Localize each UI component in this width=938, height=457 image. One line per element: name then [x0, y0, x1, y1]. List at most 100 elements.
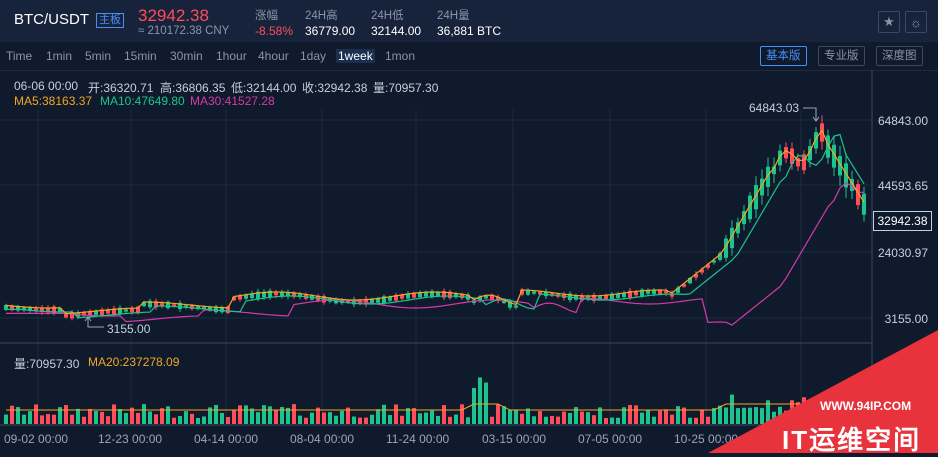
volume-bar [688, 417, 692, 424]
volume-bar [730, 394, 734, 424]
candle-body [244, 294, 248, 299]
volume-bar [592, 415, 596, 424]
candle-body [10, 305, 14, 311]
volume-bar [334, 415, 338, 424]
volume-bar [148, 411, 152, 424]
basic-view-button[interactable]: 基本版 [760, 46, 807, 66]
candle-body [658, 290, 662, 294]
candle-body [850, 179, 854, 191]
x-tick-5: 11-24 00:00 [386, 432, 450, 446]
candle-body [196, 306, 200, 310]
tf-30min[interactable]: 30min [170, 49, 203, 63]
last-price: 32942.38 [138, 6, 209, 25]
candle-body [538, 291, 542, 295]
candle-body [508, 301, 512, 308]
tf-1day[interactable]: 1day [300, 49, 327, 63]
candle-body [220, 307, 224, 313]
volume-bar [58, 407, 62, 424]
volume-bar [292, 404, 296, 424]
candle-body [790, 148, 794, 165]
star-icon[interactable]: ★ [878, 11, 900, 33]
ohlc-volume: 量:70957.30 [373, 81, 439, 95]
tf-1min[interactable]: 1min [46, 49, 73, 63]
volume-bar [16, 407, 20, 424]
volume-bar [700, 409, 704, 424]
volume-bar [574, 407, 578, 424]
volume-bar [412, 408, 416, 424]
volume-bar [100, 411, 104, 424]
volume-bar [220, 412, 224, 424]
candle-body [190, 305, 194, 310]
tf-5min[interactable]: 5min [85, 49, 112, 63]
volume-bar [118, 409, 122, 424]
candle-body [796, 158, 800, 167]
volume-bar [514, 409, 518, 424]
x-tick-3: 04-14 00:00 [194, 432, 259, 446]
candle-body [832, 144, 836, 168]
volume-bar [520, 413, 524, 424]
volume-bar [580, 411, 584, 424]
candle-body [520, 289, 524, 295]
volume-bar [610, 417, 614, 424]
pair-title[interactable]: BTC/USDT [14, 11, 89, 28]
candle-body [370, 299, 374, 303]
tf-1mon[interactable]: 1mon [385, 49, 416, 63]
high-marker [803, 107, 820, 122]
candle-body [238, 295, 242, 300]
volume-bar [352, 416, 356, 424]
volume-bar [526, 408, 530, 424]
candle-body [268, 290, 272, 298]
candle-body [484, 295, 488, 299]
candle-body [748, 195, 752, 220]
volume-bar [310, 412, 314, 424]
candle-body [724, 238, 728, 258]
depth-chart-button[interactable]: 深度图 [876, 46, 923, 66]
volume-bar [478, 377, 482, 424]
volume-bar [646, 409, 650, 424]
candle-body [676, 287, 680, 293]
candle-body [700, 269, 704, 273]
candle-body [592, 294, 596, 301]
volume-bar [178, 415, 182, 424]
candle-body [256, 291, 260, 299]
volume-bar [652, 416, 656, 424]
candle-body [646, 290, 650, 294]
volume-bar [628, 404, 632, 424]
tf-time[interactable]: Time [6, 49, 33, 63]
change-value: -8.58% [255, 24, 294, 38]
y-tick-1: 64843.00 [877, 114, 928, 128]
volume-bar [274, 410, 278, 424]
volume-bar [496, 404, 500, 424]
volume-bar [346, 407, 350, 424]
candle-body [682, 284, 686, 287]
sun-icon[interactable]: ☼ [905, 11, 927, 33]
candle-body [820, 123, 824, 142]
low-24h-value: 32144.00 [371, 24, 422, 38]
ma30-line [6, 181, 865, 326]
candle-body [706, 264, 710, 268]
volume-bar [4, 414, 8, 424]
candle-body [856, 184, 860, 206]
volume-bar [250, 408, 254, 424]
candle-body [298, 294, 302, 297]
candle-body [862, 193, 866, 215]
volume-ma20: MA20:237278.09 [88, 355, 180, 369]
volume-bar [544, 416, 548, 424]
x-tick-1: 09-02 00:00 [4, 432, 69, 446]
volume-bar [556, 416, 560, 424]
volume-bar [28, 411, 32, 424]
tf-15min[interactable]: 15min [124, 49, 157, 63]
volume-bar [736, 408, 740, 424]
candle-body [214, 306, 218, 313]
tf-4hour[interactable]: 4hour [258, 49, 289, 63]
candle-body [730, 227, 734, 249]
pro-view-button[interactable]: 专业版 [818, 46, 865, 66]
candle-body [814, 132, 818, 149]
y-tick-4: 3155.00 [884, 312, 928, 326]
candle-body [616, 293, 620, 298]
volume-bar [754, 407, 758, 424]
candle-body [178, 302, 182, 310]
tf-1hour[interactable]: 1hour [216, 49, 247, 63]
volume-bar [370, 414, 374, 424]
tf-1week[interactable]: 1week [336, 49, 375, 63]
